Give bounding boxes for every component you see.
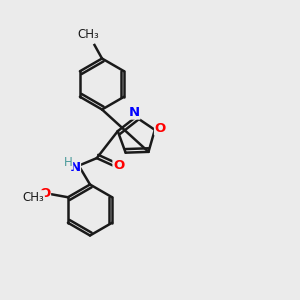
Text: CH₃: CH₃ <box>78 28 99 40</box>
Text: O: O <box>154 122 166 135</box>
Text: N: N <box>129 106 140 119</box>
Text: CH₃: CH₃ <box>22 191 44 204</box>
Text: H: H <box>64 156 73 169</box>
Text: O: O <box>39 187 50 200</box>
Text: O: O <box>113 159 124 172</box>
Text: N: N <box>69 160 80 174</box>
